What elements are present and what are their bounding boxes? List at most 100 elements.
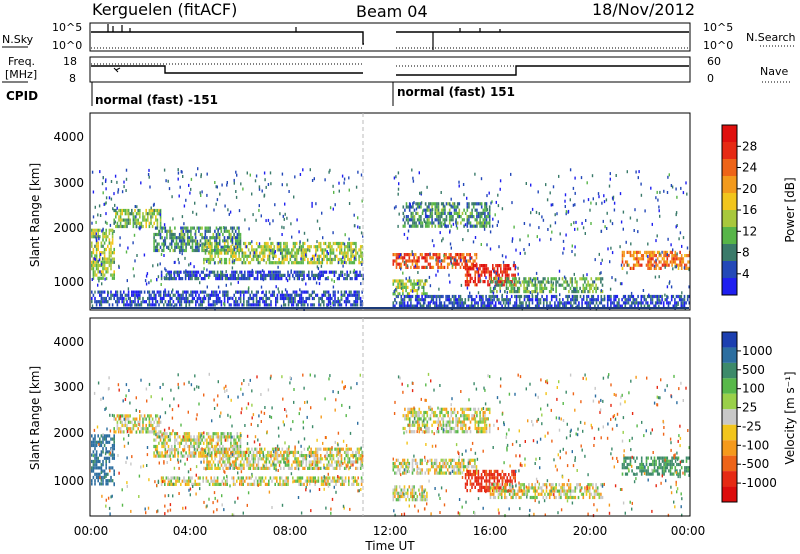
power-echo-cell — [658, 254, 661, 258]
power-echo-cell — [405, 202, 408, 206]
power-scatter-cell — [163, 243, 166, 247]
power-echo-cell — [610, 298, 612, 302]
power-scatter-cell — [511, 239, 513, 243]
power-echo-cell — [126, 293, 128, 297]
power-scatter-cell — [311, 179, 314, 182]
power-echo-cell — [357, 273, 360, 277]
power-echo-cell — [156, 300, 159, 304]
velocity-echo-cell — [156, 423, 159, 428]
power-scatter-cell — [316, 219, 319, 223]
power-echo-cell — [204, 277, 206, 281]
power-echo-cell — [194, 239, 197, 243]
power-echo-cell — [264, 277, 267, 281]
power-echo-cell — [464, 283, 467, 287]
velocity-echo-cell — [286, 460, 288, 464]
power-echo-cell — [623, 250, 625, 254]
power-echo-cell — [170, 277, 172, 281]
power-echo-cell — [272, 277, 275, 281]
power-scatter-cell — [466, 218, 468, 222]
power-echo-cell — [630, 304, 633, 308]
power-echo-cell — [147, 215, 149, 219]
power-echo-cell — [209, 229, 211, 233]
velocity-echo-cell — [185, 441, 187, 445]
power-echo-cell — [217, 300, 219, 304]
power-echo-cell — [254, 254, 256, 258]
power-echo-cell — [498, 276, 500, 280]
velocity-echo-cell — [97, 456, 99, 460]
power-echo-cell — [453, 262, 455, 266]
power-echo-cell — [496, 290, 498, 294]
velocity-echo-cell — [263, 466, 266, 470]
power-echo-cell — [318, 300, 320, 304]
power-echo-cell — [188, 236, 191, 240]
power-scatter-cell — [267, 183, 270, 186]
power-echo-cell — [480, 215, 483, 219]
power-echo-cell — [402, 285, 404, 289]
velocity-echo-cell — [236, 447, 239, 451]
power-echo-cell — [110, 273, 112, 277]
power-echo-cell — [345, 300, 347, 304]
power-scatter-cell — [655, 258, 657, 262]
power-echo-cell — [351, 241, 354, 246]
power-echo-cell — [95, 251, 98, 255]
power-scatter-cell — [216, 302, 218, 306]
power-scatter-cell — [360, 282, 362, 286]
power-scatter-cell — [172, 217, 174, 221]
velocity-echo-cell — [318, 460, 320, 464]
power-echo-cell — [335, 254, 338, 258]
power-scatter-cell — [292, 274, 294, 278]
power-echo-cell — [358, 248, 360, 252]
velocity-echo-cell — [116, 423, 119, 428]
power-scatter-cell — [119, 243, 121, 247]
power-echo-cell — [498, 298, 500, 302]
power-scatter-cell — [682, 236, 685, 240]
power-echo-cell — [584, 286, 586, 290]
power-echo-cell — [210, 270, 212, 274]
power-echo-cell — [511, 273, 513, 277]
power-echo-cell — [329, 296, 331, 301]
power-ytick-4000: 4000 — [53, 130, 84, 144]
power-scatter-cell — [200, 173, 202, 177]
velocity-echo-cell — [235, 463, 237, 467]
velocity-echo-cell — [247, 463, 250, 467]
power-echo-cell — [244, 251, 247, 255]
power-echo-cell — [484, 280, 486, 284]
power-echo-cell — [234, 273, 236, 277]
power-echo-cell — [654, 304, 657, 308]
velocity-echo-cell — [91, 453, 93, 457]
velocity-echo-cell — [251, 463, 253, 467]
power-echo-cell — [405, 205, 408, 209]
power-echo-cell — [200, 277, 203, 281]
velocity-echo-cell — [129, 414, 131, 418]
power-echo-cell — [277, 273, 280, 277]
velocity-echo-cell — [217, 460, 220, 464]
power-echo-cell — [479, 267, 481, 271]
power-scatter-cell — [559, 232, 561, 236]
power-scatter-cell — [489, 230, 492, 234]
power-echo-cell — [421, 265, 423, 269]
power-scatter-cell — [118, 264, 120, 268]
power-scatter-cell — [551, 230, 553, 234]
power-echo-cell — [185, 242, 187, 246]
power-scatter-cell — [272, 256, 274, 260]
power-scatter-cell — [324, 277, 327, 281]
power-scatter-cell — [546, 198, 549, 202]
power-scatter-cell — [159, 213, 161, 217]
power-echo-cell — [424, 256, 427, 260]
power-echo-cell — [456, 262, 459, 266]
power-echo-cell — [249, 241, 252, 246]
power-echo-cell — [233, 245, 235, 249]
power-scatter-cell — [460, 258, 462, 262]
power-echo-cell — [233, 300, 235, 304]
velocity-echo-cell — [222, 454, 224, 458]
power-scatter-cell — [430, 299, 432, 303]
power-echo-cell — [445, 202, 448, 206]
power-echo-cell — [640, 304, 643, 308]
power-scatter-cell — [640, 182, 642, 186]
power-echo-cell — [273, 290, 275, 294]
velocity-echo-cell — [236, 457, 239, 461]
velocity-echo-cell — [326, 450, 328, 454]
power-echo-cell — [102, 263, 104, 268]
power-echo-cell — [234, 270, 236, 274]
power-echo-cell — [462, 253, 465, 257]
